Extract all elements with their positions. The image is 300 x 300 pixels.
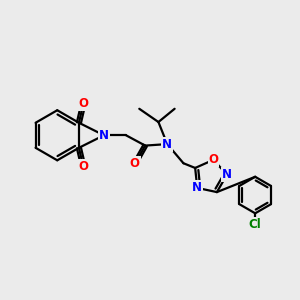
Text: Cl: Cl bbox=[249, 218, 262, 231]
Text: O: O bbox=[78, 160, 88, 173]
Text: O: O bbox=[78, 97, 88, 110]
Text: O: O bbox=[130, 157, 140, 170]
Text: N: N bbox=[192, 182, 202, 194]
Text: O: O bbox=[208, 153, 218, 166]
Text: N: N bbox=[99, 129, 109, 142]
Text: N: N bbox=[162, 138, 172, 151]
Text: N: N bbox=[222, 168, 232, 181]
